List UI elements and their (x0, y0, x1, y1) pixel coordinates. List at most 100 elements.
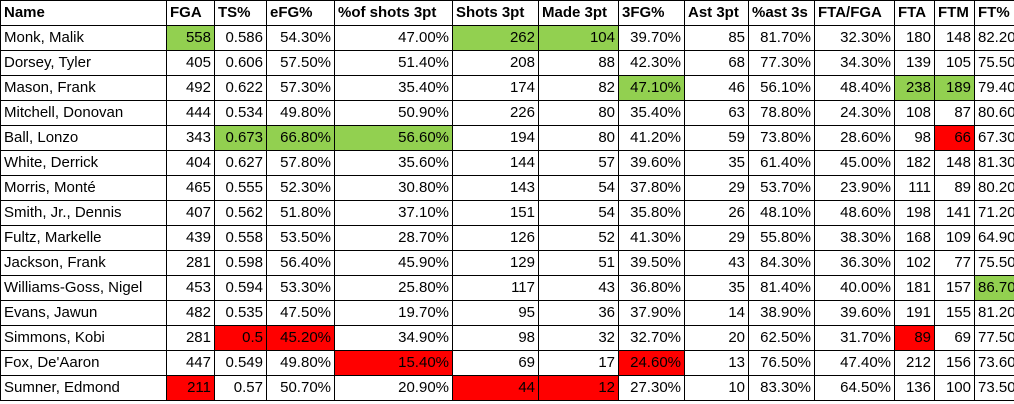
stat-cell: 47.00% (334, 25, 453, 51)
player-name-cell: Williams-Goss, Nigel (0, 275, 167, 301)
table-row: Evans, Jawun 482 0.535 47.50% 19.70% 95 36 37.9… (0, 300, 1014, 326)
stat-cell: 48.60% (814, 200, 895, 226)
stat-cell: 129 (452, 250, 539, 276)
stat-cell: 0.598 (214, 250, 267, 276)
stat-cell: 143 (452, 175, 539, 201)
stat-cell: 343 (166, 125, 215, 151)
stat-cell: 47.40% (814, 350, 895, 376)
table-row: Smith, Jr., Dennis 407 0.562 51.80% 37.10% 15… (0, 200, 1014, 226)
stat-cell: 85 (684, 25, 749, 51)
stat-cell: 23.90% (814, 175, 895, 201)
stat-cell: 0.555 (214, 175, 267, 201)
stat-cell: 144 (452, 150, 539, 176)
stat-cell: 404 (166, 150, 215, 176)
stat-cell: 141 (934, 200, 975, 226)
stat-cell: 35 (684, 150, 749, 176)
stat-cell: 37.90% (618, 300, 685, 326)
table-row: Jackson, Frank 281 0.598 56.40% 45.90% 129 51 3… (0, 250, 1014, 276)
stat-cell: 25.80% (334, 275, 453, 301)
stat-cell: 226 (452, 100, 539, 126)
stat-cell: 82.20% (974, 25, 1014, 51)
stat-cell: 34.90% (334, 325, 453, 351)
stat-cell: 89 (934, 175, 975, 201)
stat-cell: 0.534 (214, 100, 267, 126)
stat-cell: 439 (166, 225, 215, 251)
stat-cell: 126 (452, 225, 539, 251)
stat-cell: 13 (684, 350, 749, 376)
stat-cell: 174 (452, 75, 539, 101)
player-name-cell: Mitchell, Donovan (0, 100, 167, 126)
column-header-efg-pct: eFG% (266, 0, 335, 26)
stat-cell: 77.50% (974, 325, 1014, 351)
stat-cell: 49.80% (266, 100, 335, 126)
column-header-ftm: FTM (934, 0, 975, 26)
player-name-cell: Fox, De'Aaron (0, 350, 167, 376)
stat-cell: 80 (538, 100, 619, 126)
stat-cell: 56.10% (748, 75, 815, 101)
stat-cell: 492 (166, 75, 215, 101)
stat-cell: 447 (166, 350, 215, 376)
stat-cell: 86.70% (974, 275, 1014, 301)
stat-cell: 53.30% (266, 275, 335, 301)
stat-cell: 10 (684, 375, 749, 401)
stat-cell: 405 (166, 50, 215, 76)
stat-cell: 41.30% (618, 225, 685, 251)
stat-cell: 0.594 (214, 275, 267, 301)
stat-cell: 151 (452, 200, 539, 226)
table-row: Williams-Goss, Nigel 453 0.594 53.30% 25.80%… (0, 275, 1014, 301)
stat-cell: 88 (538, 50, 619, 76)
stat-cell: 47.10% (618, 75, 685, 101)
stat-cell: 139 (894, 50, 935, 76)
stat-cell: 211 (166, 375, 215, 401)
stat-cell: 157 (934, 275, 975, 301)
stat-cell: 31.70% (814, 325, 895, 351)
stat-cell: 81.40% (748, 275, 815, 301)
stat-cell: 238 (894, 75, 935, 101)
stat-cell: 57.30% (266, 75, 335, 101)
stat-cell: 48.10% (748, 200, 815, 226)
stat-cell: 66 (934, 125, 975, 151)
stat-cell: 198 (894, 200, 935, 226)
player-name-cell: White, Derrick (0, 150, 167, 176)
column-header-fga: FGA (166, 0, 215, 26)
player-name-cell: Smith, Jr., Dennis (0, 200, 167, 226)
stat-cell: 168 (894, 225, 935, 251)
column-header-fta-fga: FTA/FGA (814, 0, 895, 26)
player-name-cell: Mason, Frank (0, 75, 167, 101)
stat-cell: 100 (934, 375, 975, 401)
stat-cell: 24.60% (618, 350, 685, 376)
column-header-pct-ast-3s: %ast 3s (748, 0, 815, 26)
stat-cell: 155 (934, 300, 975, 326)
column-header-fta: FTA (894, 0, 935, 26)
stat-cell: 34.30% (814, 50, 895, 76)
stat-cell: 53.50% (266, 225, 335, 251)
stat-cell: 281 (166, 325, 215, 351)
column-header-ast-3pt: Ast 3pt (684, 0, 749, 26)
stat-cell: 66.80% (266, 125, 335, 151)
stat-cell: 62.50% (748, 325, 815, 351)
stat-cell: 108 (894, 100, 935, 126)
stat-cell: 80.20% (974, 175, 1014, 201)
stat-cell: 20 (684, 325, 749, 351)
stat-cell: 54 (538, 200, 619, 226)
header-row: Name FGA TS% eFG% %of shots 3pt Shots 3p… (0, 0, 1014, 26)
stat-cell: 0.562 (214, 200, 267, 226)
stat-cell: 79.40% (974, 75, 1014, 101)
stat-cell: 156 (934, 350, 975, 376)
table-row: Sumner, Edmond 211 0.57 50.70% 20.90% 44 12 27.… (0, 375, 1014, 401)
stat-cell: 36 (538, 300, 619, 326)
stat-cell: 38.90% (748, 300, 815, 326)
stat-cell: 36.30% (814, 250, 895, 276)
stat-cell: 39.60% (814, 300, 895, 326)
stat-cell: 20.90% (334, 375, 453, 401)
stat-cell: 0.586 (214, 25, 267, 51)
stat-cell: 40.00% (814, 275, 895, 301)
stat-cell: 105 (934, 50, 975, 76)
stat-cell: 67.30% (974, 125, 1014, 151)
stat-cell: 87 (934, 100, 975, 126)
stat-cell: 55.80% (748, 225, 815, 251)
column-header-3fg-pct: 3FG% (618, 0, 685, 26)
player-name-cell: Jackson, Frank (0, 250, 167, 276)
stat-cell: 48.40% (814, 75, 895, 101)
